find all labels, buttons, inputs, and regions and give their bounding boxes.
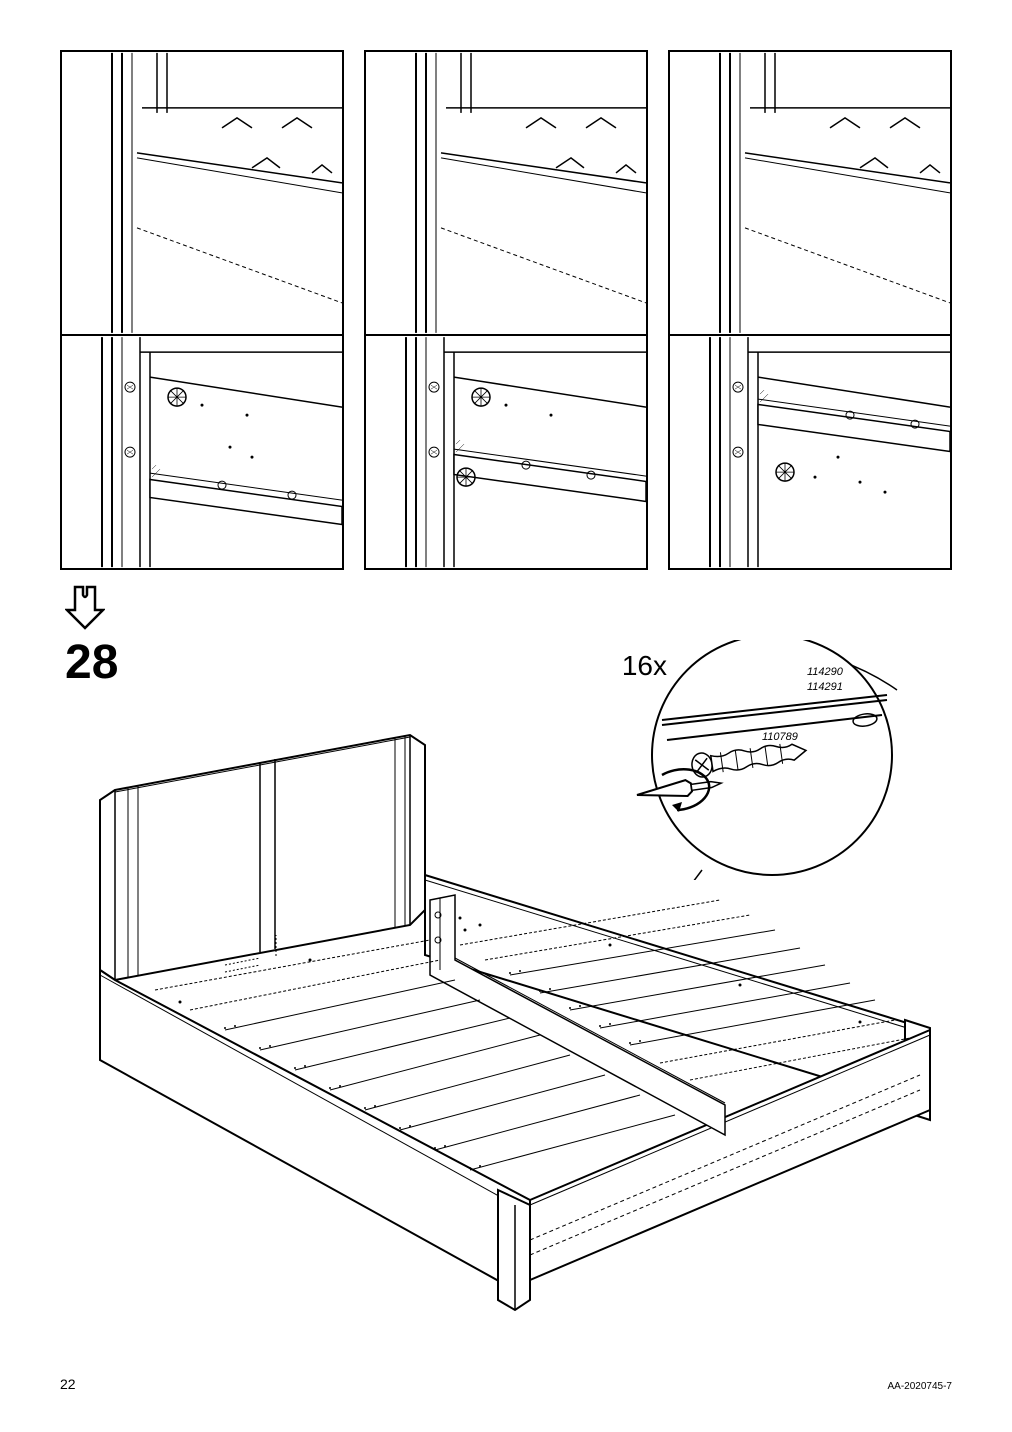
page-number: 22 (60, 1376, 76, 1392)
instruction-page: 28 16x 114290 114291 110789 (0, 0, 1012, 1432)
document-id: AA-2020745-7 (888, 1381, 953, 1392)
panel-row (60, 50, 952, 570)
bed-top-view-3 (670, 52, 950, 334)
panel-1 (60, 50, 344, 570)
bed-top-view-1 (62, 52, 342, 334)
panel-2 (364, 50, 648, 570)
panel-1-bottom (62, 336, 342, 568)
rail-position-mid (366, 336, 646, 568)
panel-3 (668, 50, 952, 570)
panel-3-bottom (670, 336, 950, 568)
rail-position-high (670, 336, 950, 568)
svg-text:114291: 114291 (807, 681, 843, 693)
bed-top-view-2 (366, 52, 646, 334)
step-number: 28 (65, 635, 118, 690)
svg-text:114290: 114290 (807, 666, 844, 678)
panel-1-top (62, 52, 342, 336)
panel-2-bottom (366, 336, 646, 568)
continue-arrow-icon (65, 585, 105, 630)
bed-frame-diagram (60, 700, 955, 1320)
panel-3-top (670, 52, 950, 336)
rail-position-low (62, 336, 342, 568)
panel-2-top (366, 52, 646, 336)
